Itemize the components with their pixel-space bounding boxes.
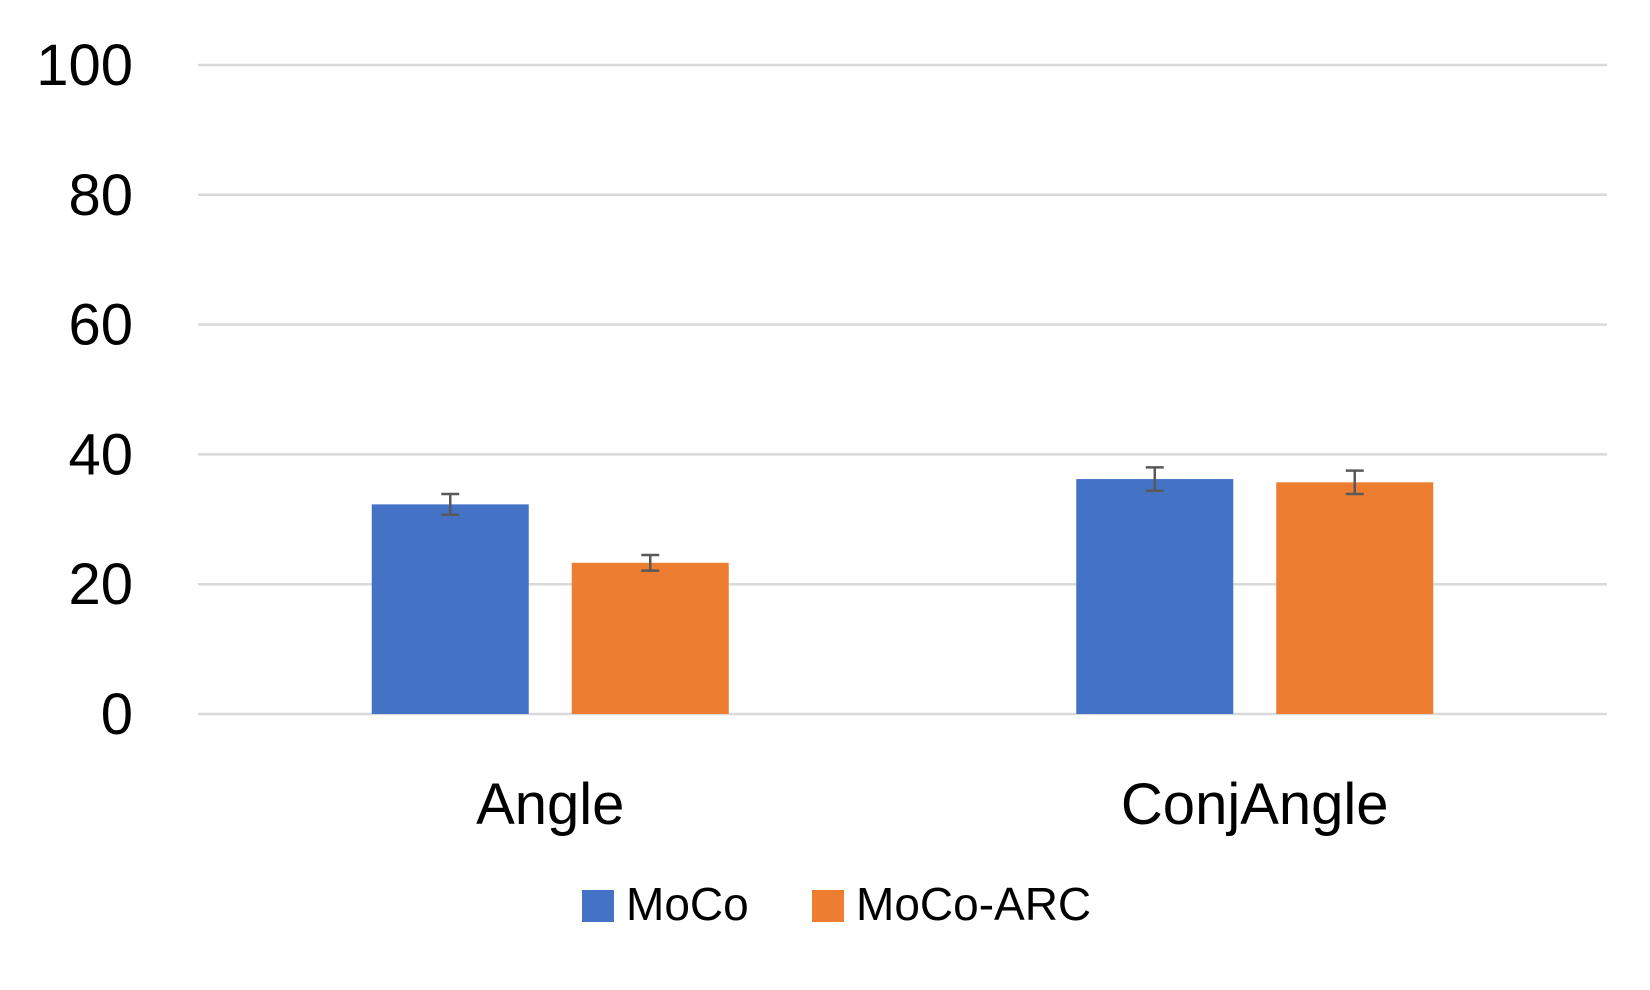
y-tick-label-40: 40 xyxy=(68,422,133,487)
bar-moco-angle xyxy=(371,504,529,714)
y-tick-label-100: 100 xyxy=(36,33,133,98)
bar-moco-conjangle xyxy=(1076,479,1234,714)
error-bar-moco-conjangle xyxy=(1145,466,1164,492)
y-tick-label-0: 0 xyxy=(101,682,133,747)
bars xyxy=(371,479,1434,714)
legend-item-moco-arc: MoCo-ARC xyxy=(812,878,1091,930)
legend-label-moco: MoCo xyxy=(626,878,749,930)
legend-swatch-moco-arc xyxy=(812,890,844,922)
x-category-label-conjangle: ConjAngle xyxy=(1121,772,1389,837)
legend: MoCo MoCo-ARC xyxy=(582,878,1091,930)
y-axis-tick-labels: 0 20 40 60 80 100 xyxy=(36,33,133,747)
bar-moco-arc-conjangle xyxy=(1276,482,1434,714)
y-tick-label-60: 60 xyxy=(68,293,133,358)
y-tick-label-20: 20 xyxy=(68,552,133,617)
x-axis-category-labels: Angle ConjAngle xyxy=(476,772,1388,837)
bar-moco-arc-angle xyxy=(571,562,729,714)
legend-swatch-moco xyxy=(582,890,614,922)
x-category-label-angle: Angle xyxy=(476,772,624,837)
legend-label-moco-arc: MoCo-ARC xyxy=(856,878,1091,930)
error-bars xyxy=(441,466,1364,572)
error-bar-moco-arc-conjangle xyxy=(1345,469,1364,496)
error-bar-moco-arc-angle xyxy=(641,553,660,572)
legend-item-moco: MoCo xyxy=(582,878,749,930)
error-bar-moco-angle xyxy=(441,492,460,517)
y-tick-label-80: 80 xyxy=(68,163,133,228)
